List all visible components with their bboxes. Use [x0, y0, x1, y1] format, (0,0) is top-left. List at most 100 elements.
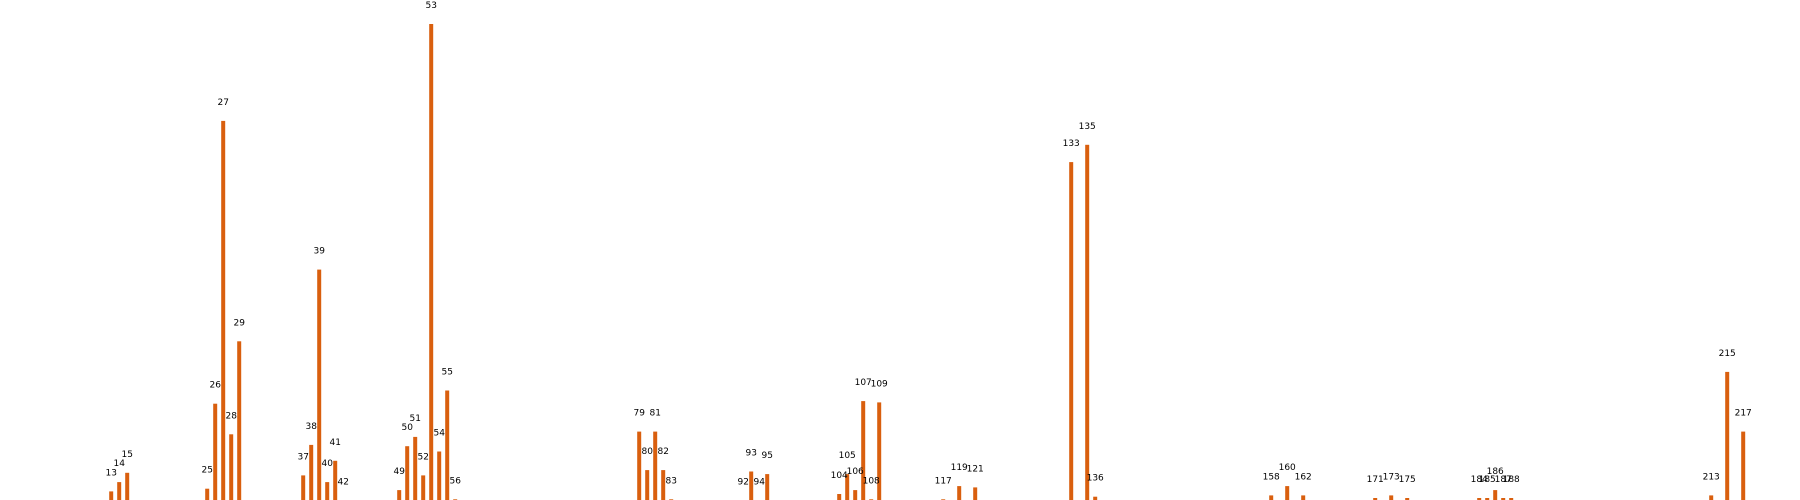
- bar-label-41: 41: [329, 438, 340, 448]
- bar-label-38: 38: [305, 422, 317, 432]
- bar-160: [1285, 486, 1290, 500]
- bar-27: [221, 120, 226, 500]
- bar-80: [645, 470, 650, 500]
- bar-37: [301, 475, 306, 500]
- bar-171: [1373, 498, 1378, 500]
- bar-label-213: 213: [1703, 472, 1720, 482]
- bar-label-15: 15: [121, 450, 132, 460]
- bar-53: [429, 24, 434, 500]
- bar-label-107: 107: [855, 378, 872, 388]
- bar-label-49: 49: [393, 467, 405, 477]
- bar-label-92: 92: [737, 478, 748, 488]
- bar-label-215: 215: [1719, 349, 1736, 359]
- bar-label-117: 117: [935, 476, 952, 486]
- bar-105: [845, 474, 850, 500]
- bar-label-217: 217: [1735, 409, 1752, 419]
- bar-label-83: 83: [665, 476, 676, 486]
- bar-label-26: 26: [209, 381, 221, 391]
- bar-label-56: 56: [449, 476, 461, 486]
- bars-group: [109, 24, 1746, 500]
- bar-label-121: 121: [967, 464, 984, 474]
- bar-label-108: 108: [863, 476, 880, 486]
- bar-106: [853, 490, 858, 500]
- bar-26: [213, 403, 218, 500]
- bar-label-109: 109: [871, 379, 888, 389]
- bar-14: [117, 482, 122, 500]
- bar-54: [437, 451, 442, 500]
- bar-15: [125, 472, 130, 500]
- bar-25: [205, 488, 210, 500]
- bar-29: [237, 341, 242, 500]
- bar-label-162: 162: [1295, 472, 1312, 482]
- bar-162: [1301, 495, 1306, 500]
- bar-label-53: 53: [425, 1, 436, 11]
- bar-label-51: 51: [409, 414, 420, 424]
- bar-104: [837, 494, 842, 500]
- bar-label-93: 93: [745, 449, 756, 459]
- bar-label-13: 13: [105, 468, 116, 478]
- bar-label-52: 52: [417, 452, 428, 462]
- bar-119: [957, 486, 962, 500]
- bar-label-188: 188: [1503, 475, 1520, 485]
- bar-81: [653, 431, 658, 500]
- bar-label-184: 184: [1471, 475, 1488, 485]
- bar-label-14: 14: [113, 459, 125, 469]
- bar-187: [1501, 498, 1506, 500]
- bar-82: [661, 470, 666, 500]
- bar-173: [1389, 495, 1394, 500]
- bar-79: [637, 431, 642, 500]
- bar-215: [1725, 371, 1730, 500]
- bar-label-28: 28: [225, 411, 237, 421]
- bar-label-185: 185: [1479, 475, 1496, 485]
- bar-175: [1405, 498, 1410, 500]
- bar-188: [1509, 498, 1514, 500]
- bar-label-42: 42: [337, 478, 348, 488]
- bar-28: [229, 434, 234, 500]
- bar-label-105: 105: [839, 451, 856, 461]
- bar-label-187: 187: [1495, 475, 1512, 485]
- bar-158: [1269, 495, 1274, 500]
- bar-label-40: 40: [321, 459, 333, 469]
- bar-label-136: 136: [1087, 474, 1104, 484]
- bar-label-95: 95: [761, 451, 772, 461]
- bar-label-133: 133: [1063, 139, 1080, 149]
- bar-label-39: 39: [313, 247, 325, 257]
- bar-133: [1069, 162, 1074, 500]
- bar-52: [421, 475, 426, 500]
- bar-93: [749, 471, 754, 500]
- bar-38: [309, 444, 314, 500]
- bar-label-79: 79: [633, 409, 645, 419]
- bar-186: [1493, 490, 1498, 500]
- bar-213: [1709, 495, 1714, 500]
- bar-label-27: 27: [217, 98, 228, 108]
- bar-55: [445, 390, 450, 500]
- bar-label-186: 186: [1487, 467, 1504, 477]
- bar-184: [1477, 498, 1482, 500]
- bar-49: [397, 490, 402, 500]
- bar-label-37: 37: [297, 452, 308, 462]
- bar-135: [1085, 144, 1090, 500]
- bar-label-82: 82: [657, 447, 668, 457]
- bar-label-119: 119: [951, 463, 968, 473]
- bar-217: [1741, 431, 1746, 500]
- bar-label-104: 104: [831, 471, 848, 481]
- bar-185: [1485, 498, 1490, 500]
- bar-50: [405, 446, 410, 500]
- bar-label-106: 106: [847, 467, 864, 477]
- bar-95: [765, 474, 770, 500]
- bar-40: [325, 482, 330, 500]
- bar-51: [413, 436, 418, 500]
- bar-label-135: 135: [1079, 122, 1096, 132]
- bar-label-25: 25: [201, 466, 212, 476]
- bar-41: [333, 460, 338, 500]
- bar-label-80: 80: [641, 447, 653, 457]
- bar-label-160: 160: [1279, 463, 1296, 473]
- bar-label-55: 55: [441, 368, 452, 378]
- bar-label-158: 158: [1263, 472, 1280, 482]
- bar-label-29: 29: [233, 318, 245, 328]
- bar-label-50: 50: [401, 423, 413, 433]
- bar-label-171: 171: [1367, 475, 1384, 485]
- bar-label-81: 81: [649, 409, 660, 419]
